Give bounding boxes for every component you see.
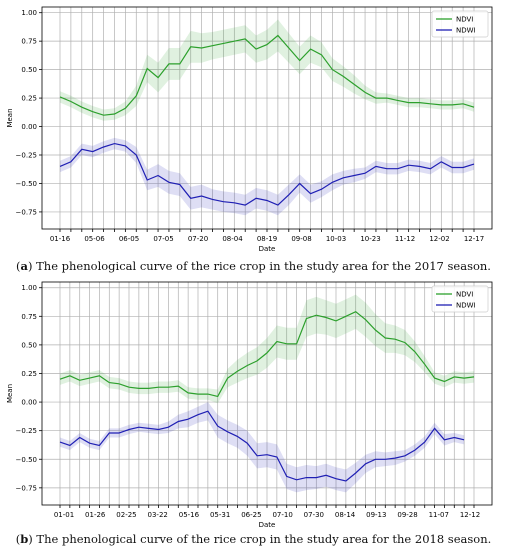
x-tick-label: 11-12 xyxy=(395,235,415,243)
y-tick-label: −0.25 xyxy=(16,152,37,160)
x-tick-label: 11-07 xyxy=(429,511,449,519)
series-ndvi-line xyxy=(59,310,475,398)
x-tick-label: 07-20 xyxy=(188,235,208,243)
x-tick-label: 09-28 xyxy=(397,511,417,519)
x-tick-label: 07-10 xyxy=(272,511,292,519)
caption-b-text: The phenological curve of the rice crop … xyxy=(36,532,492,546)
series-ndvi-line xyxy=(59,34,475,116)
caption-a-text: The phenological curve of the rice crop … xyxy=(36,259,491,273)
series-ndwi-line xyxy=(59,410,465,482)
x-tick-label: 10-03 xyxy=(326,235,346,243)
y-tick-label: 1.00 xyxy=(21,9,37,17)
x-tick-label: 06-05 xyxy=(119,235,139,243)
series-ndvi-band xyxy=(60,294,474,404)
chart-a: 1.00 0.75 0.50 0.25 0.00 −0.25 −0.50 −0.75 01-16… xyxy=(6,6,493,253)
x-tick-label: 12-17 xyxy=(464,235,484,243)
y-tick-label: 0.00 xyxy=(21,399,37,407)
x-tick-label: 07-30 xyxy=(304,511,324,519)
x-tick-label: 05-06 xyxy=(84,235,105,243)
legend-label-ndwi: NDWI xyxy=(456,302,476,310)
caption-b: (b) The phenological curve of the rice c… xyxy=(15,532,492,546)
x-tick-label: 01-26 xyxy=(85,511,106,519)
plot-frame xyxy=(41,6,493,230)
y-tick-label: −0.75 xyxy=(16,208,37,216)
x-tick-label: 08-14 xyxy=(335,511,356,519)
x-tick-label: 02-25 xyxy=(116,511,136,519)
x-axis-label: Date xyxy=(259,245,276,253)
x-tick-label: 09-08 xyxy=(291,235,311,243)
x-tick-label: 06-25 xyxy=(241,511,261,519)
x-tick-label: 07-05 xyxy=(153,235,173,243)
y-tick-label: −0.25 xyxy=(16,427,37,435)
y-tick-label: 0.50 xyxy=(21,66,37,74)
x-tick-label: 05-31 xyxy=(210,511,230,519)
y-tick-label: 0.75 xyxy=(21,313,37,321)
y-axis-label: Mean xyxy=(6,108,14,127)
y-axis-label: Mean xyxy=(6,384,14,403)
y-tick-label: −0.75 xyxy=(16,484,37,492)
x-tick-label: 01-01 xyxy=(54,511,74,519)
x-tick-label: 12-02 xyxy=(429,235,449,243)
y-tick-label: 0.50 xyxy=(21,341,37,349)
x-tick-label: 01-16 xyxy=(50,235,71,243)
x-tick-label: 08-19 xyxy=(257,235,277,243)
legend-label-ndwi: NDWI xyxy=(456,27,476,35)
y-tick-label: 0.75 xyxy=(21,38,37,46)
chart-b: 1.00 0.75 0.50 0.25 0.00 −0.25 −0.50 −0.75 01-01… xyxy=(6,281,493,529)
plot-frame xyxy=(41,281,493,506)
legend-label-ndvi: NDVI xyxy=(456,291,473,299)
series-ndwi-band xyxy=(60,137,474,216)
x-tick-label: 08-04 xyxy=(222,235,243,243)
caption-a: (a) The phenological curve of the rice c… xyxy=(16,259,491,273)
y-tick-label: 0.25 xyxy=(21,370,37,378)
caption-a-tag: a xyxy=(20,259,28,273)
y-tick-label: 0.25 xyxy=(21,95,37,103)
x-tick-label: 05-16 xyxy=(179,511,200,519)
x-tick-label: 12-12 xyxy=(460,511,480,519)
y-tick-label: −0.50 xyxy=(16,456,37,464)
series-ndwi-line xyxy=(59,142,475,206)
legend-label-ndvi: NDVI xyxy=(456,16,473,24)
x-tick-label: 03-22 xyxy=(148,511,168,519)
caption-b-tag: b xyxy=(20,532,29,546)
x-axis-label: Date xyxy=(259,521,276,529)
series-ndwi-band xyxy=(60,402,465,493)
y-tick-label: −0.50 xyxy=(16,180,37,188)
x-tick-label: 09-13 xyxy=(366,511,386,519)
x-tick-label: 10-23 xyxy=(360,235,380,243)
y-tick-label: 1.00 xyxy=(21,284,37,292)
y-tick-label: 0.00 xyxy=(21,123,37,131)
